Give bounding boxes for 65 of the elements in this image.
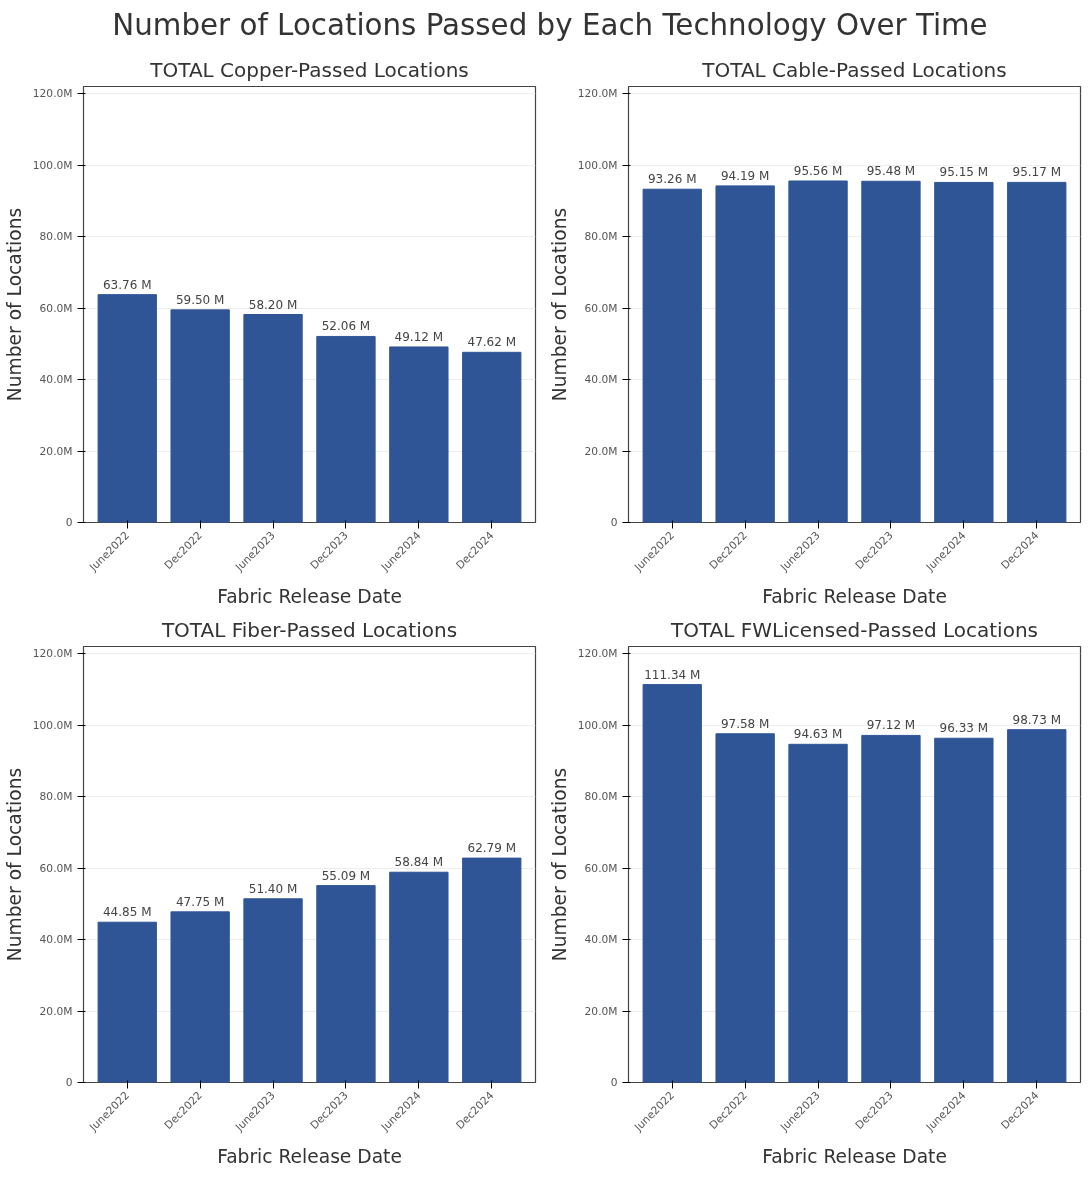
- y-tick-label: 100.0M: [32, 718, 73, 732]
- y-tick-label: 0: [65, 516, 73, 529]
- data-label: 96.33 M: [939, 721, 989, 736]
- data-label: 47.75 M: [175, 894, 225, 909]
- x-axis-title: Fabric Release Date: [762, 1146, 947, 1168]
- x-axis-title: Fabric Release Date: [217, 586, 402, 608]
- y-tick-label: 0: [610, 1076, 618, 1089]
- data-label: 98.73 M: [1012, 712, 1062, 727]
- y-tick-label: 60.0M: [39, 301, 73, 315]
- chart-title: TOTAL FWLicensed-Passed Locations: [669, 617, 1039, 642]
- y-tick-label: 60.0M: [39, 861, 73, 875]
- y-tick-label: 20.0M: [584, 444, 618, 458]
- data-label: 63.76 M: [102, 277, 152, 292]
- data-label: 97.12 M: [866, 718, 916, 733]
- y-tick-label: 100.0M: [577, 158, 618, 172]
- data-label: 95.48 M: [866, 164, 916, 179]
- y-tick-label: 20.0M: [584, 1004, 618, 1018]
- data-label: 95.15 M: [939, 165, 989, 180]
- chart-title: TOTAL Copper-Passed Locations: [149, 57, 469, 82]
- y-tick-label: 120.0M: [577, 87, 618, 101]
- data-label: 58.84 M: [394, 855, 444, 870]
- data-label: 111.34 M: [644, 667, 701, 682]
- data-label: 94.63 M: [793, 727, 843, 742]
- text: Number of Locations Passed by Each Technology Over Time: [111, 7, 989, 44]
- y-tick-label: 100.0M: [32, 158, 73, 172]
- y-tick-label: 100.0M: [577, 718, 618, 732]
- y-tick-label: 120.0M: [577, 647, 618, 661]
- data-label: 51.40 M: [248, 881, 298, 896]
- y-tick-label: 0: [610, 516, 618, 529]
- data-label: 97.58 M: [720, 716, 770, 731]
- data-label: 52.06 M: [321, 319, 371, 334]
- y-axis-title: Number of Locations: [3, 767, 25, 962]
- y-tick-label: 40.0M: [39, 933, 73, 947]
- x-axis-title: Fabric Release Date: [217, 1146, 402, 1168]
- y-axis-title: Number of Locations: [3, 207, 25, 402]
- data-label: 58.20 M: [248, 297, 298, 312]
- data-label: 95.17 M: [1012, 165, 1062, 180]
- y-tick-label: 20.0M: [39, 444, 73, 458]
- data-label: 44.85 M: [102, 905, 152, 920]
- data-label: 55.09 M: [321, 868, 371, 883]
- y-tick-label: 120.0M: [32, 647, 73, 661]
- y-tick-label: 80.0M: [584, 790, 618, 804]
- y-tick-label: 80.0M: [584, 230, 618, 244]
- y-tick-label: 60.0M: [584, 301, 618, 315]
- data-label: 49.12 M: [394, 329, 444, 344]
- data-label: 94.19 M: [720, 168, 770, 183]
- y-tick-label: 60.0M: [584, 861, 618, 875]
- data-label: 59.50 M: [175, 292, 225, 307]
- y-tick-label: 40.0M: [584, 373, 618, 387]
- y-tick-label: 120.0M: [32, 87, 73, 101]
- data-label: 93.26 M: [647, 172, 697, 187]
- y-tick-label: 0: [65, 1076, 73, 1089]
- data-label: 62.79 M: [467, 841, 517, 856]
- y-tick-label: 40.0M: [584, 933, 618, 947]
- x-axis-title: Fabric Release Date: [762, 586, 947, 608]
- chart-title: TOTAL Cable-Passed Locations: [701, 57, 1007, 82]
- y-tick-label: 40.0M: [39, 373, 73, 387]
- y-tick-label: 80.0M: [39, 790, 73, 804]
- y-tick-label: 20.0M: [39, 1004, 73, 1018]
- data-label: 95.56 M: [793, 163, 843, 178]
- y-axis-title: Number of Locations: [548, 767, 570, 962]
- y-axis-title: Number of Locations: [548, 207, 570, 402]
- chart-title: TOTAL Fiber-Passed Locations: [160, 617, 458, 642]
- data-label: 47.62 M: [467, 335, 517, 350]
- y-tick-label: 80.0M: [39, 230, 73, 244]
